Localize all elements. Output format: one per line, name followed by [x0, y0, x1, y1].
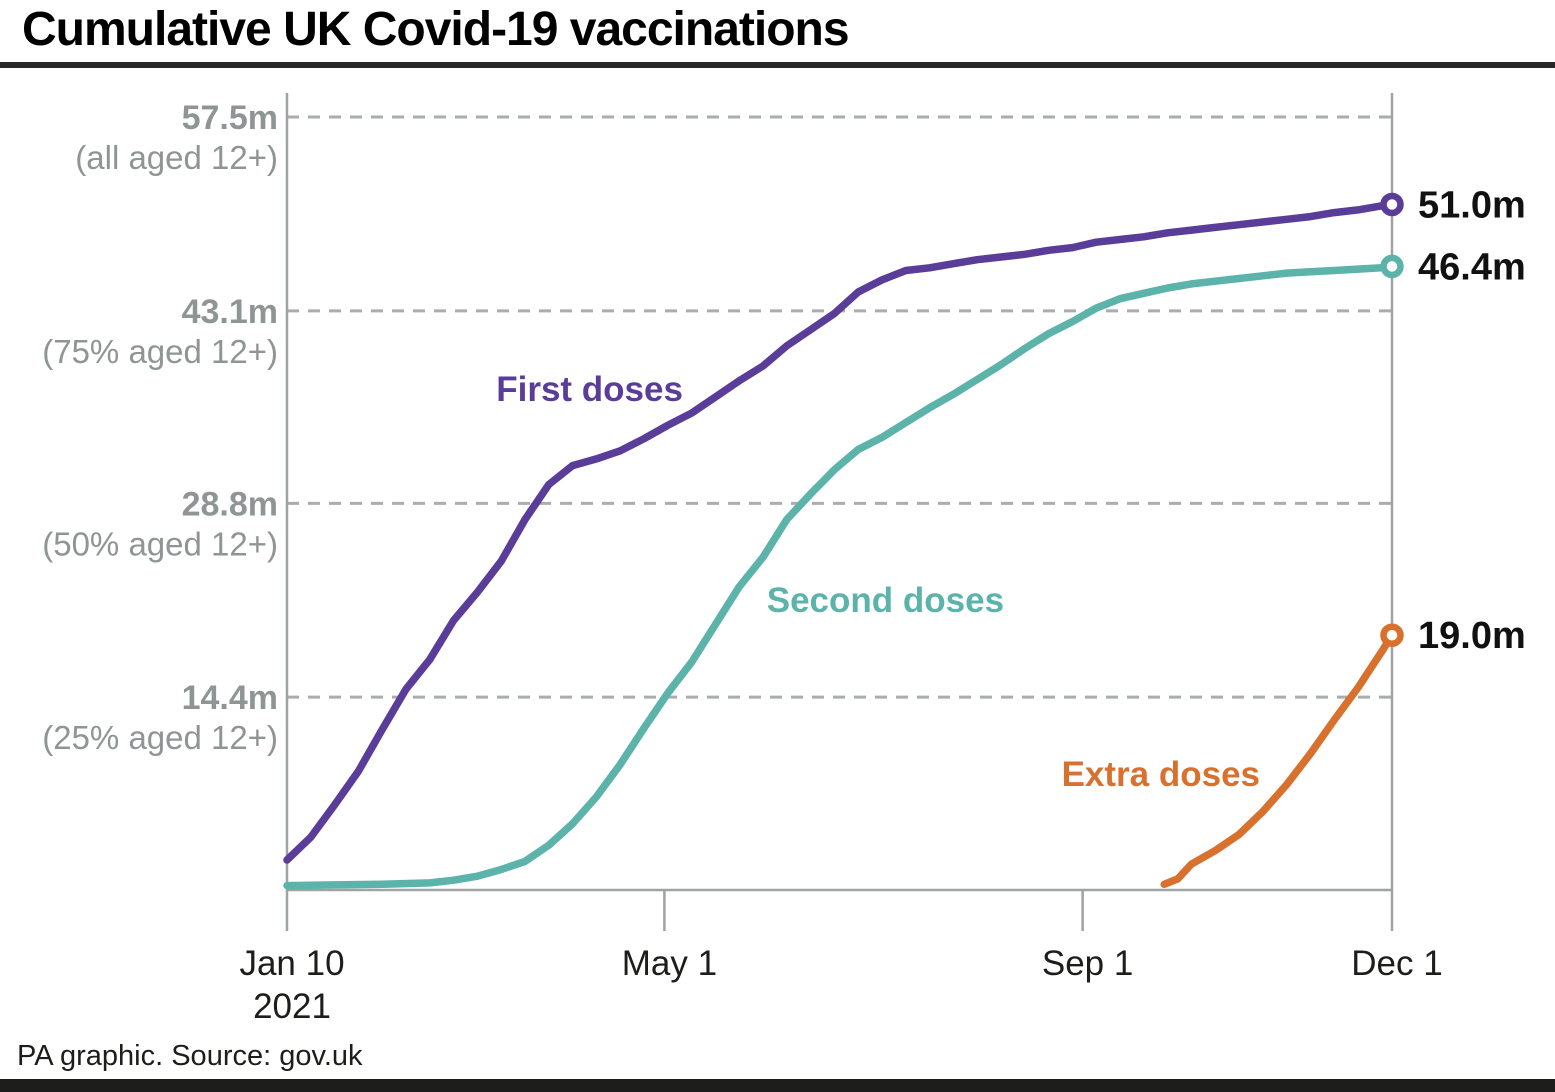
y-axis-threshold-label: (50% aged 12+)	[42, 525, 278, 562]
y-axis-threshold-label: (25% aged 12+)	[42, 719, 278, 756]
footer-bar	[0, 1079, 1555, 1092]
series-label-extra-doses: Extra doses	[1062, 755, 1260, 794]
x-axis-tick-label: Sep 1	[1042, 944, 1133, 983]
x-axis-tick-label: May 1	[622, 944, 717, 983]
end-value-label-extra-doses: 19.0m	[1418, 615, 1526, 657]
series-line-second-doses	[283, 262, 1396, 890]
end-marker-second-doses	[1380, 254, 1404, 279]
source-credit: PA graphic. Source: gov.uk	[17, 1040, 363, 1072]
y-axis-value-label: 28.8m	[182, 485, 278, 523]
series-label-first-doses: First doses	[496, 370, 683, 409]
series-label-second-doses: Second doses	[767, 581, 1004, 620]
series-line-first-doses	[283, 200, 1396, 864]
end-marker-extra-doses	[1380, 623, 1404, 647]
x-axis-year-label: 2021	[253, 987, 331, 1026]
x-axis-tick-label: Dec 1	[1351, 944, 1442, 983]
y-axis-threshold-label: (all aged 12+)	[75, 139, 278, 176]
end-value-label-first-doses: 51.0m	[1418, 184, 1526, 226]
x-axis-tick-label: Jan 10	[239, 944, 344, 983]
y-axis-value-label: 57.5m	[182, 99, 278, 137]
series-line-extra-doses	[1160, 631, 1396, 889]
y-axis-value-label: 43.1m	[182, 293, 278, 331]
title-divider-rule	[0, 62, 1555, 68]
end-marker-first-doses	[1380, 192, 1404, 217]
page-title: Cumulative UK Covid-19 vaccinations	[22, 3, 850, 56]
end-value-label-second-doses: 46.4m	[1418, 246, 1526, 288]
y-axis-threshold-label: (75% aged 12+)	[42, 333, 278, 370]
y-axis-value-label: 14.4m	[182, 679, 278, 717]
